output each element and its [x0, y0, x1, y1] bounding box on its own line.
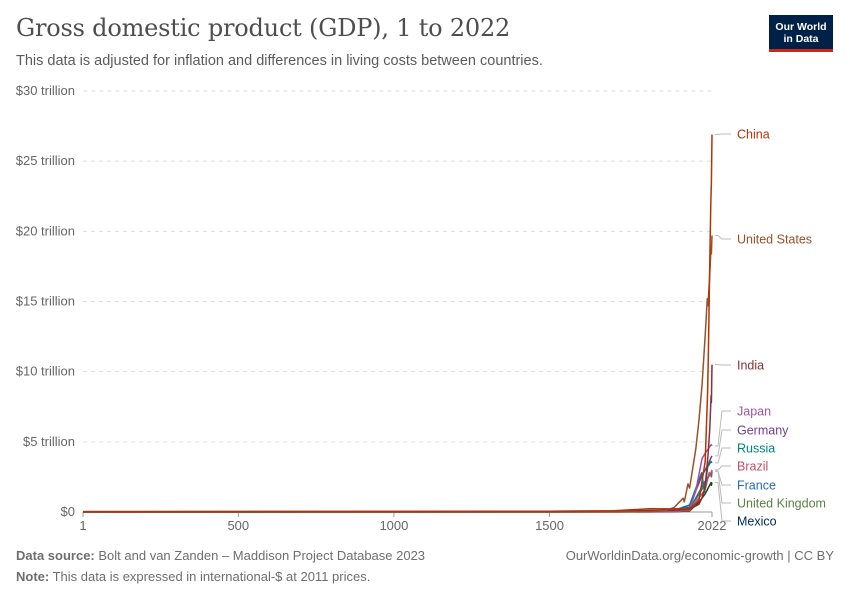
- y-tick-label: $30 trillion: [16, 83, 75, 98]
- x-tick-label: 500: [227, 518, 249, 533]
- line-label-united-kingdom: United Kingdom: [737, 497, 826, 511]
- y-axis-tick-labels: $0 $5 trillion $10 trillion $15 trillion $20…: [16, 83, 75, 519]
- data-source: Data source: Bolt and van Zanden – Maddi…: [16, 548, 425, 563]
- line-label-germany: Germany: [737, 424, 789, 438]
- series-line-russia: [82, 460, 713, 513]
- series-line-united-kingdom: [82, 471, 713, 513]
- line-label-mexico: Mexico: [737, 515, 777, 529]
- label-leader-line: [715, 133, 731, 136]
- series-line-france: [83, 471, 713, 513]
- series-line-united-states: [83, 235, 713, 513]
- y-tick-label: $25 trillion: [16, 153, 75, 168]
- series-line-japan: [82, 443, 713, 513]
- x-tick-label: 1: [79, 518, 86, 533]
- line-label-russia: Russia: [737, 442, 775, 456]
- y-tick-label: $10 trillion: [16, 364, 75, 379]
- label-leader-line: [715, 447, 731, 464]
- series-line-india: [82, 364, 713, 513]
- line-label-china: China: [737, 128, 770, 142]
- line-label-united-states: United States: [737, 233, 812, 247]
- x-tick-label: 1500: [535, 518, 564, 533]
- chart-title: Gross domestic product (GDP), 1 to 2022: [16, 14, 511, 42]
- grid-lines: [83, 90, 712, 513]
- line-label-france: France: [737, 479, 776, 493]
- series-line-mexico: [82, 481, 713, 513]
- line-label-india: India: [737, 359, 764, 373]
- label-leader-line: [715, 429, 731, 457]
- line-label-japan: Japan: [737, 405, 771, 419]
- series-line-china: [82, 134, 713, 513]
- x-tick-label: 2022: [698, 518, 727, 533]
- x-axis-tick-labels: 1 500 1000 1500 2022: [79, 512, 726, 533]
- data-source-text[interactable]: Bolt and van Zanden – Maddison Project D…: [98, 548, 426, 563]
- y-tick-label: $0: [61, 504, 75, 519]
- owid-logo[interactable]: Our World in Data: [769, 15, 833, 52]
- logo-line-1: Our World: [775, 21, 827, 33]
- credit-link[interactable]: OurWorldinData.org/economic-growth | CC …: [565, 548, 834, 563]
- note: Note: This data is expressed in internat…: [16, 569, 370, 584]
- label-leader-line: [715, 465, 731, 471]
- label-leader-line: [715, 470, 731, 504]
- label-leader-line: [715, 235, 731, 240]
- series-lines: [82, 134, 713, 513]
- y-tick-label: $20 trillion: [16, 223, 75, 238]
- note-text: This data is expressed in international-…: [52, 569, 371, 584]
- line-labels: China United States India Japan Germany Russi…: [715, 128, 826, 529]
- series-line-germany: [82, 455, 713, 513]
- label-leader-line: [715, 410, 731, 447]
- line-label-brazil: Brazil: [737, 460, 768, 474]
- logo-line-2: in Data: [783, 33, 819, 45]
- y-tick-label: $15 trillion: [16, 294, 75, 309]
- label-leader-line: [715, 482, 731, 522]
- series-line-brazil: [82, 469, 713, 513]
- chart-subtitle: This data is adjusted for inflation and …: [16, 53, 543, 69]
- note-label: Note:: [16, 569, 50, 584]
- x-tick-label: 1000: [379, 518, 408, 533]
- data-source-label: Data source:: [16, 548, 95, 563]
- line-chart: $0 $5 trillion $10 trillion $15 trillion $20…: [16, 83, 826, 533]
- y-tick-label: $5 trillion: [23, 434, 75, 449]
